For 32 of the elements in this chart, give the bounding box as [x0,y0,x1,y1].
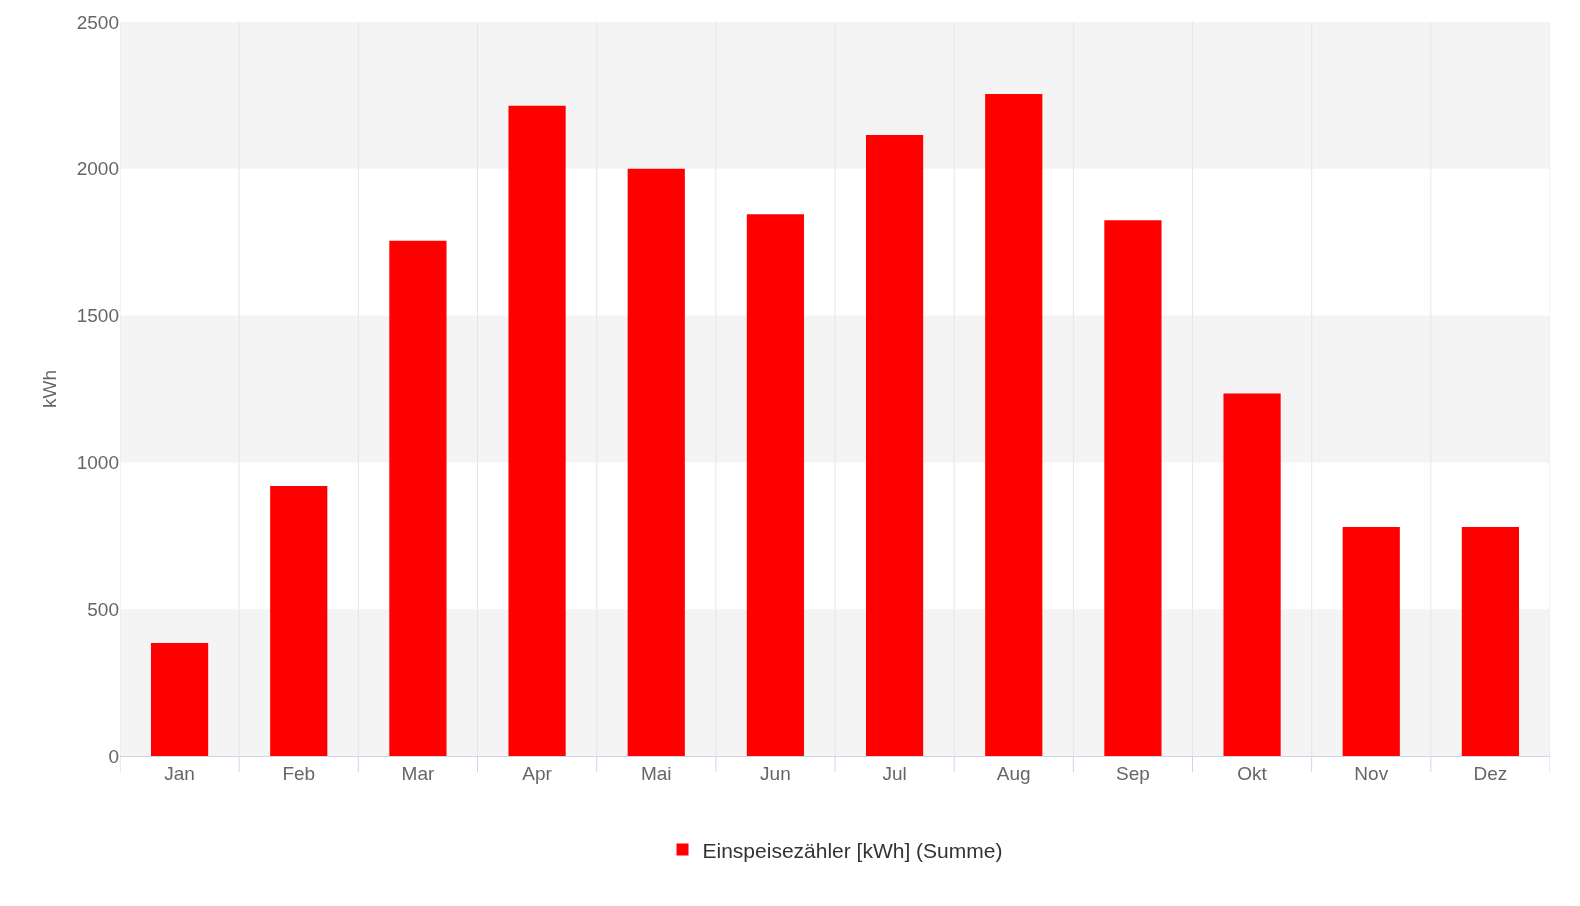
bar [270,485,328,756]
x-tick-label: Mai [640,762,672,784]
x-tick-label: Feb [282,762,316,784]
y-axis-title: kWh [38,370,60,408]
bar [1223,393,1281,756]
x-tick-label: Jun [760,762,791,784]
bar [746,214,805,756]
y-tick-label: 2500 [76,11,119,33]
x-tick-label: Okt [1237,762,1268,784]
y-tick-label: 1000 [76,452,119,474]
y-tick-label: 2000 [76,158,119,180]
bar [865,135,924,756]
x-tick-label: Mar [401,762,435,784]
y-tick-label: 500 [87,598,119,620]
bar [508,105,566,756]
y-tick-label: 0 [108,745,119,767]
x-tick-label: Jan [164,762,195,784]
bar [1104,220,1162,756]
legend-label: Einspeisezähler [kWh] (Summe) [702,838,1003,862]
x-tick-label: Nov [1354,762,1389,784]
bar [985,93,1043,756]
y-tick-label: 1500 [76,305,119,327]
bar [1342,526,1400,756]
bar [389,240,447,756]
x-tick-label: Aug [996,762,1031,784]
bar [150,642,209,756]
bar [1461,526,1520,756]
x-tick-label: Apr [522,762,553,784]
x-tick-label: Jul [882,762,907,784]
x-tick-label: Sep [1116,762,1150,784]
x-tick-label: Dez [1473,762,1508,784]
bar [627,168,685,756]
